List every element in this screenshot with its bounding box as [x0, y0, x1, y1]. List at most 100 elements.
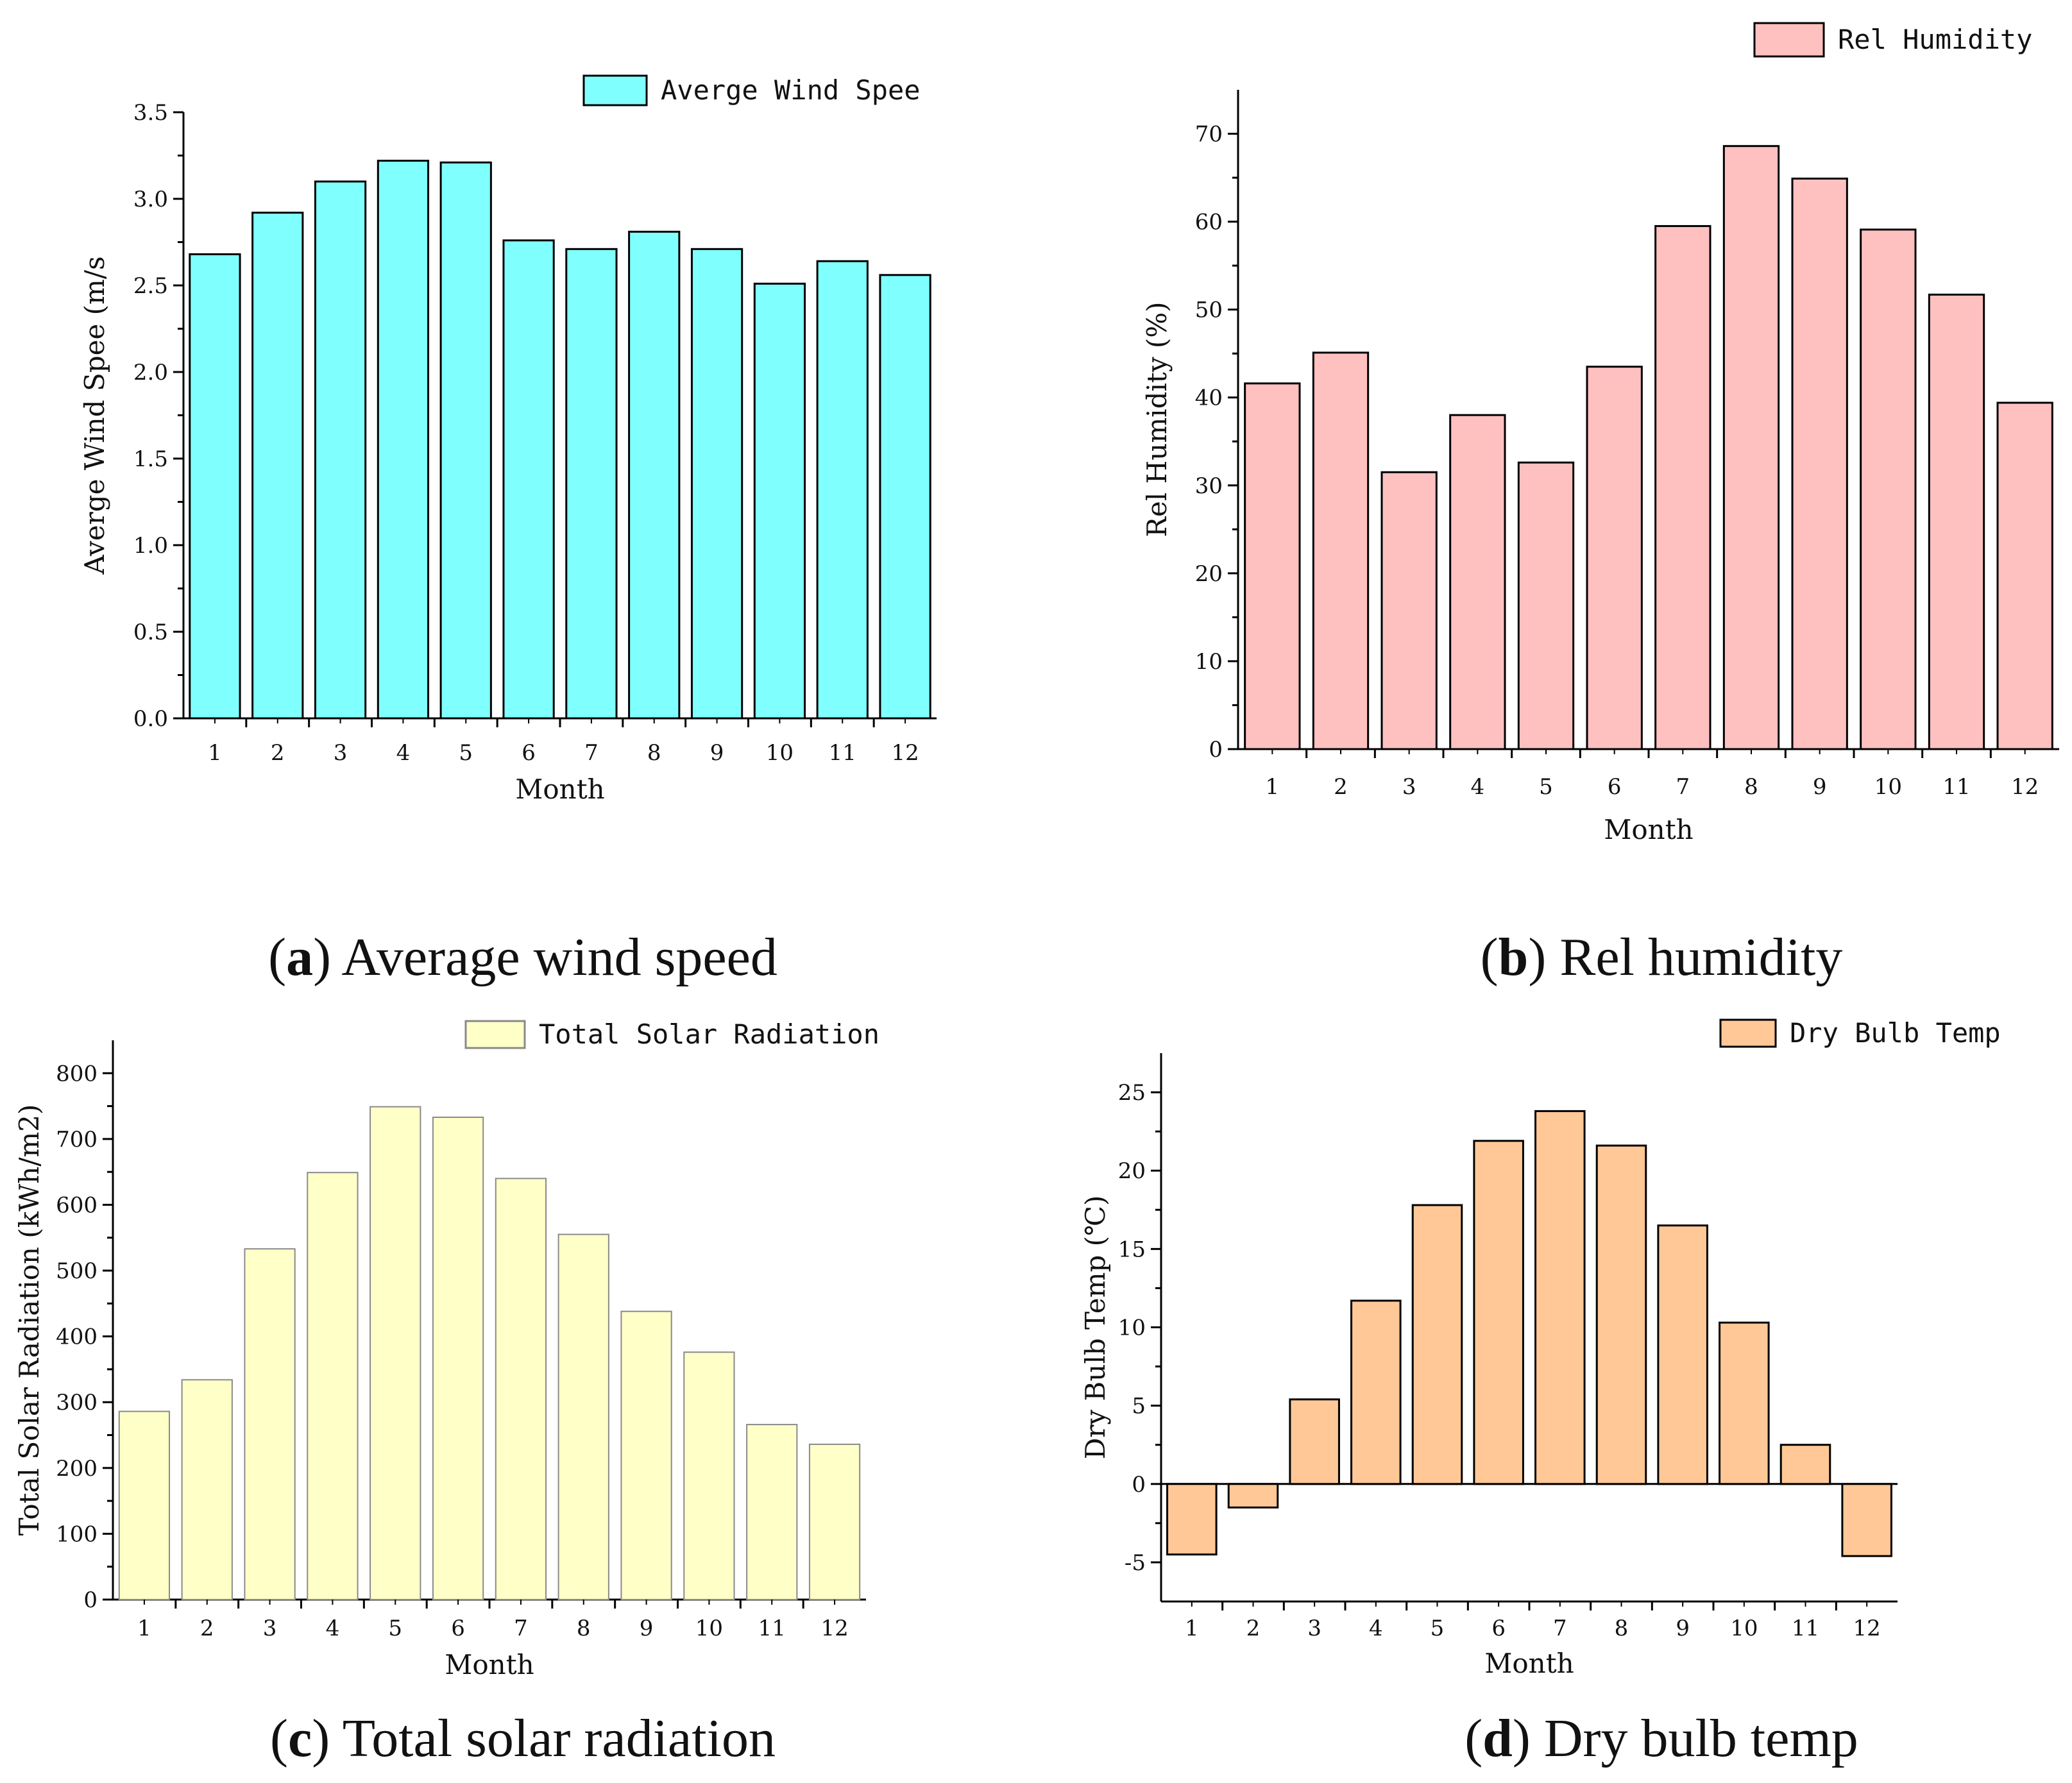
bar-month-9 [1791, 177, 1848, 750]
x-tick-label: 11 [758, 1616, 786, 1641]
x-tick-label: 6 [1491, 1616, 1506, 1641]
bar-month-6 [1586, 366, 1643, 750]
x-tick-label: 3 [263, 1616, 277, 1641]
bar-month-2 [251, 212, 304, 720]
caption-paren: ( [268, 927, 286, 987]
x-tick-label: 7 [584, 740, 599, 766]
x-tick-label: 4 [1369, 1616, 1383, 1641]
y-tick-label: 500 [56, 1258, 98, 1284]
bar-month-11 [1779, 1444, 1831, 1485]
y-axis-title: Rel Humidity (%) [1141, 301, 1173, 537]
x-tick-label: 12 [820, 1616, 848, 1641]
y-tick-label: -5 [1125, 1550, 1146, 1576]
bar-month-1 [118, 1410, 171, 1600]
x-tick-label: 7 [1553, 1616, 1567, 1641]
x-axis-title: Month [1484, 1648, 1574, 1679]
x-tick-label: 1 [1185, 1616, 1199, 1641]
x-tick-label: 9 [640, 1616, 654, 1641]
bar-month-8 [628, 230, 681, 720]
y-tick-label: 0.5 [133, 620, 168, 645]
x-tick-label: 1 [1266, 774, 1280, 800]
panel-a-wind-speed-chart: 0.00.51.01.52.02.53.03.51 2 3 4 5 6 7 8 9 10 11 12M… [79, 74, 937, 987]
y-axis-title: Total Solar Radiation (kWh/m2) [13, 1104, 45, 1536]
bar-month-9 [620, 1310, 672, 1601]
bar-month-2 [1227, 1483, 1279, 1508]
x-tick-label: 10 [695, 1616, 723, 1641]
y-tick-label: 600 [56, 1192, 98, 1218]
x-tick-label: 4 [326, 1616, 340, 1641]
bar-month-6 [432, 1117, 484, 1600]
y-tick-label: 20 [1195, 561, 1223, 587]
x-tick-label: 11 [1792, 1616, 1819, 1641]
bar-month-4 [377, 160, 430, 720]
x-tick-label: 4 [1471, 774, 1485, 800]
y-tick-label: 5 [1132, 1394, 1146, 1419]
bar-month-7 [1534, 1110, 1586, 1485]
y-tick-label: 50 [1195, 298, 1223, 323]
y-tick-label: 3.0 [133, 187, 168, 212]
bar-month-3 [244, 1248, 296, 1600]
caption-letter: b [1499, 927, 1529, 987]
x-tick-label: 9 [710, 740, 724, 766]
x-tick-label: 3 [334, 740, 348, 766]
bar-month-11 [1928, 293, 1985, 750]
legend-label: Rel Humidity [1838, 24, 2032, 55]
x-tick-label: 7 [514, 1616, 528, 1641]
y-tick-label: 25 [1118, 1080, 1146, 1106]
caption-paren: ( [1465, 1709, 1482, 1768]
y-tick-label: 30 [1195, 473, 1223, 499]
y-tick-label: 10 [1195, 649, 1223, 675]
y-tick-label: 0 [1209, 737, 1223, 763]
legend-label: Total Solar Radiation [539, 1018, 879, 1050]
bar-month-5 [439, 161, 492, 720]
x-tick-label: 8 [1744, 774, 1758, 800]
bar-month-10 [683, 1351, 735, 1601]
caption-paren: ( [270, 1709, 288, 1768]
bar-month-7 [565, 248, 618, 720]
y-tick-label: 1.0 [133, 533, 168, 559]
y-tick-label: 300 [56, 1390, 98, 1415]
y-tick-label: 0 [83, 1587, 98, 1613]
caption-paren: ) [1513, 1709, 1531, 1768]
x-tick-label: 2 [271, 740, 285, 766]
bar-month-1 [189, 253, 241, 720]
bar-month-12 [879, 274, 931, 720]
y-tick-label: 15 [1118, 1237, 1146, 1262]
bar-month-2 [1312, 351, 1370, 750]
x-tick-label: 9 [1676, 1616, 1690, 1641]
x-tick-label: 12 [1853, 1616, 1881, 1641]
y-tick-label: 2.5 [133, 273, 168, 299]
y-tick-label: 0.0 [133, 706, 168, 732]
x-tick-label: 9 [1813, 774, 1827, 800]
panel-caption: (d) Dry bulb temp [1465, 1709, 1858, 1768]
caption-letter: c [288, 1709, 312, 1768]
y-tick-label: 800 [56, 1061, 98, 1086]
bar-month-9 [1657, 1224, 1708, 1485]
caption-paren: ) [1528, 927, 1546, 987]
legend-swatch [582, 74, 648, 106]
bar-month-8 [1595, 1144, 1647, 1485]
bar-month-7 [495, 1178, 547, 1600]
bar-month-8 [557, 1233, 609, 1600]
y-tick-label: 10 [1118, 1315, 1146, 1341]
bar-month-3 [1380, 471, 1438, 750]
bar-month-6 [502, 239, 555, 720]
panel-caption: (c) Total solar radiation [270, 1709, 776, 1768]
x-tick-label: 2 [1246, 1616, 1261, 1641]
x-tick-label: 6 [522, 740, 536, 766]
y-tick-label: 100 [56, 1521, 98, 1547]
x-tick-label: 1 [137, 1616, 151, 1641]
bar-month-1 [1166, 1483, 1218, 1556]
x-tick-label: 6 [1608, 774, 1622, 800]
x-tick-label: 12 [2011, 774, 2039, 800]
bar-month-6 [1473, 1140, 1524, 1485]
bar-month-12 [1841, 1483, 1892, 1557]
x-tick-label: 8 [647, 740, 661, 766]
legend-swatch [464, 1020, 526, 1049]
y-tick-label: 2.0 [133, 360, 168, 385]
panel-caption: (b) Rel humidity [1481, 927, 1843, 987]
caption-text: Total solar radiation [330, 1709, 776, 1768]
bar-month-1 [1244, 382, 1301, 750]
